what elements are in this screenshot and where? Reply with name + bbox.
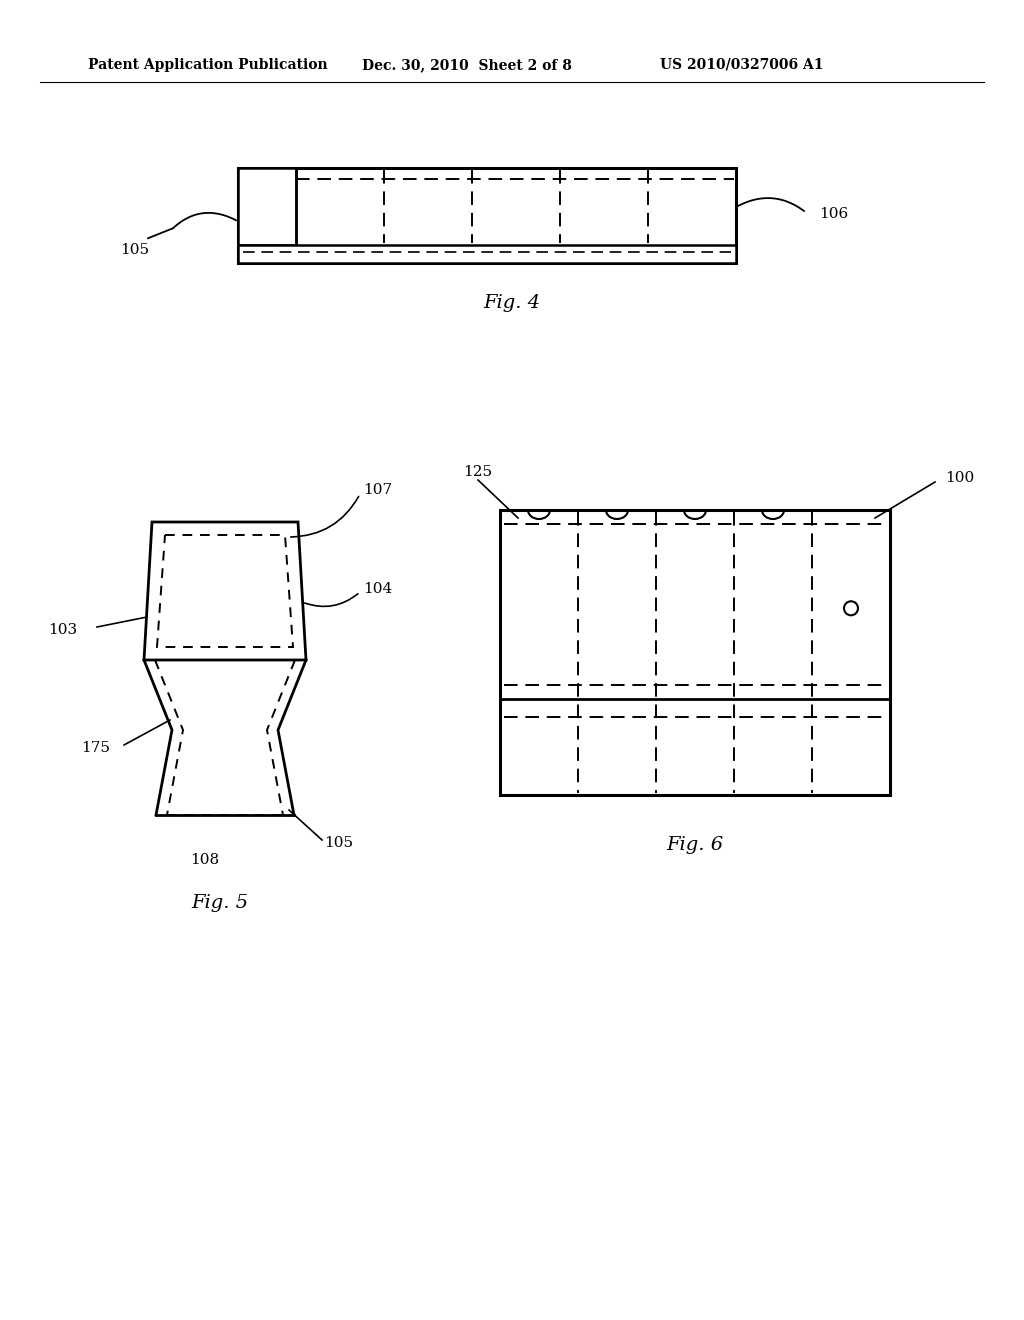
Text: 125: 125 [464,465,493,479]
Text: 105: 105 [121,243,150,257]
Bar [500,510,890,795]
Text: 108: 108 [190,853,219,867]
Text: 104: 104 [362,582,392,597]
Bar [238,168,296,246]
Text: Patent Application Publication: Patent Application Publication [88,58,328,73]
Text: US 2010/0327006 A1: US 2010/0327006 A1 [660,58,823,73]
Text: Fig. 6: Fig. 6 [667,836,724,854]
Text: Fig. 4: Fig. 4 [483,294,541,312]
Text: 105: 105 [324,836,353,850]
Text: 175: 175 [81,741,110,755]
Text: Fig. 5: Fig. 5 [191,894,249,912]
Text: Dec. 30, 2010  Sheet 2 of 8: Dec. 30, 2010 Sheet 2 of 8 [362,58,571,73]
Text: 100: 100 [945,471,974,484]
Bar [238,246,736,263]
Text: 106: 106 [819,207,848,220]
Text: 107: 107 [362,483,392,498]
Bar [238,168,736,263]
Text: 103: 103 [48,623,77,638]
